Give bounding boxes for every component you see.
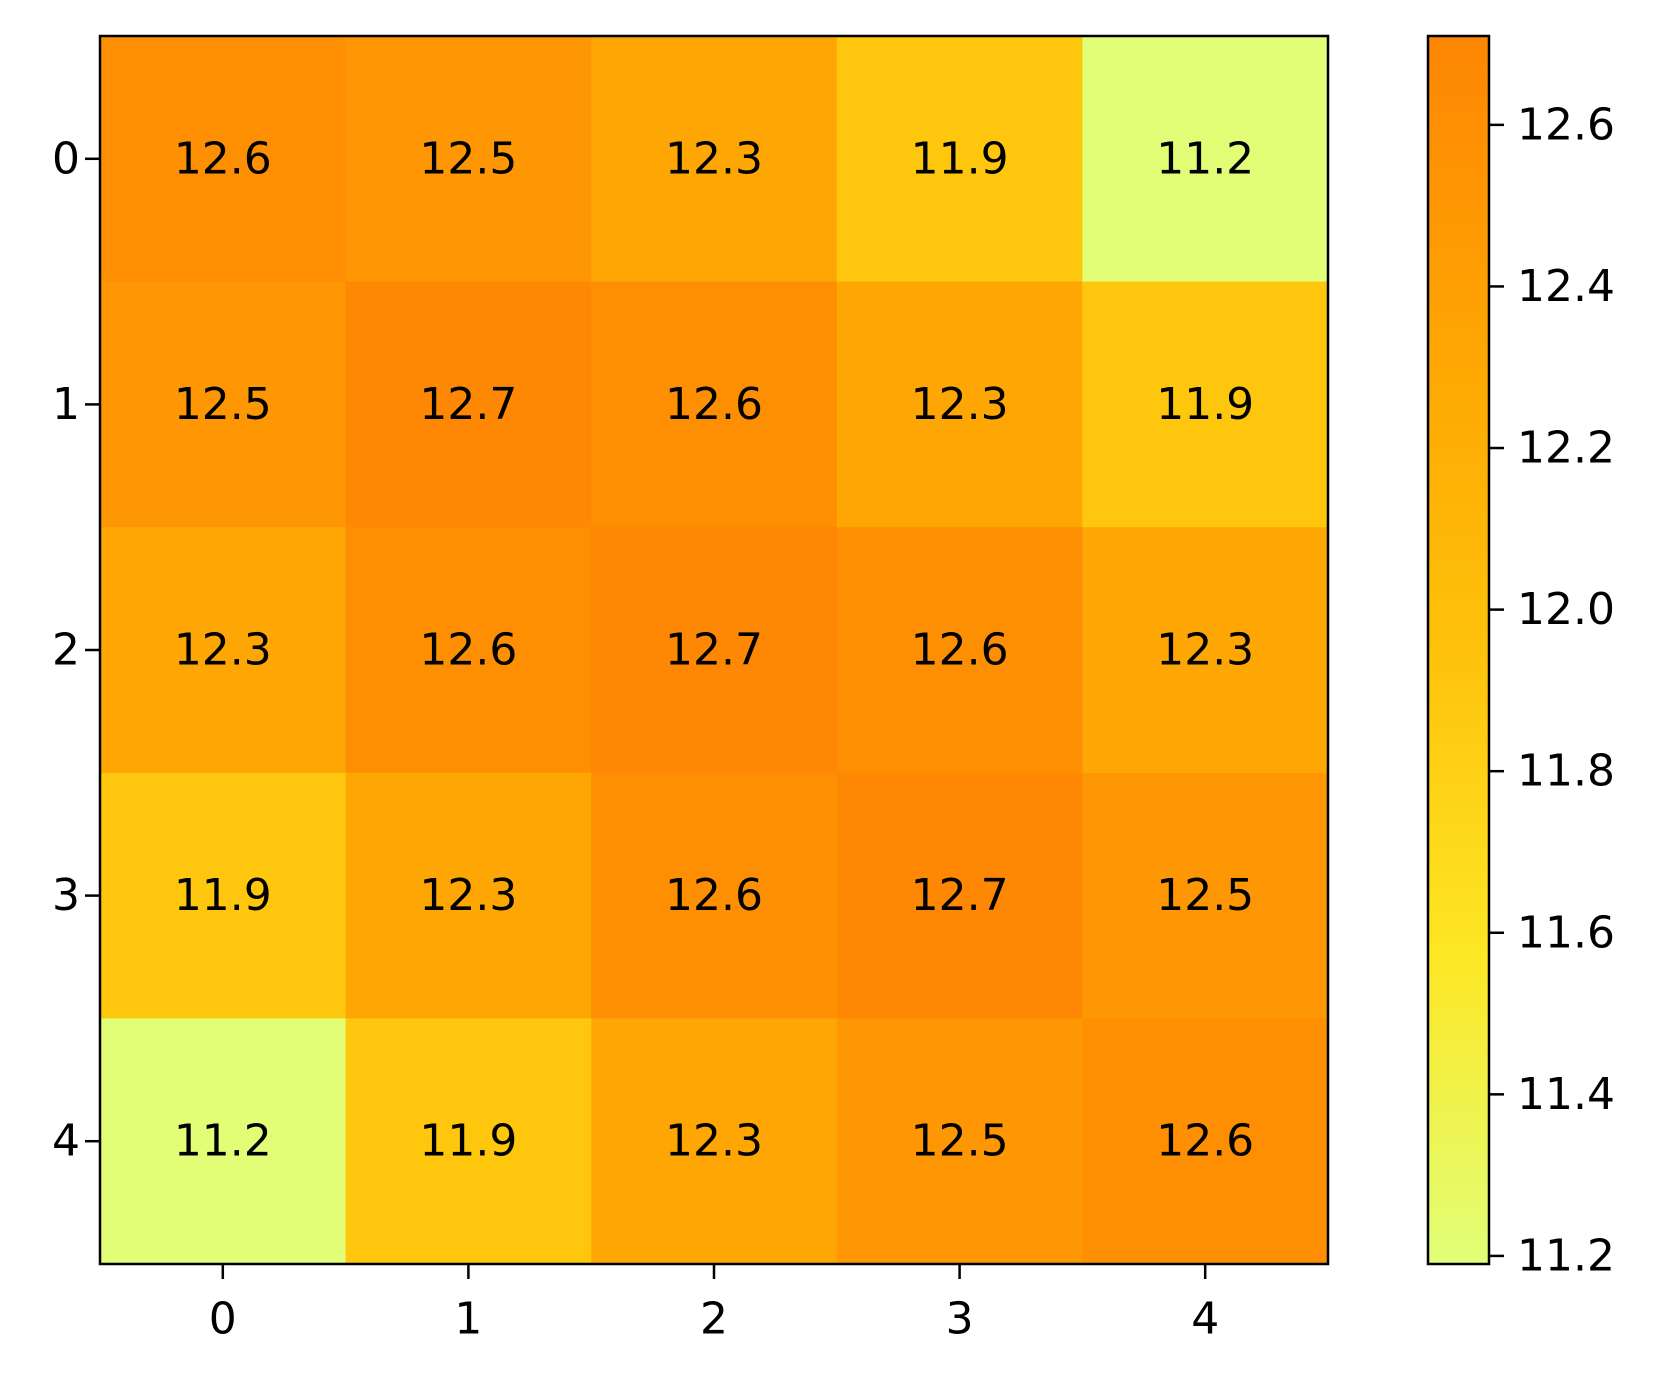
cell-value-label: 12.6 [1156, 1116, 1254, 1167]
colorbar-tick-label: 11.4 [1517, 1069, 1615, 1120]
colorbar-tick-label: 12.6 [1517, 99, 1615, 150]
y-tick-label: 0 [52, 133, 80, 184]
colorbar-tick-label: 11.8 [1517, 746, 1615, 797]
cell-value-label: 11.9 [1156, 379, 1254, 430]
heatmap-cell [100, 772, 347, 1019]
colorbar: 11.2 11.4 11.6 11.8 12.0 12.2 12.4 12.6 [1426, 34, 1615, 1281]
y-tick-label: 3 [52, 870, 80, 921]
heatmap-cell [836, 1018, 1083, 1265]
cell-value-label: 12.6 [419, 625, 517, 676]
cell-value-label: 12.6 [665, 379, 763, 430]
cell-value-label: 12.5 [174, 379, 272, 430]
cell-value-label: 12.6 [174, 133, 272, 184]
x-axis: 0 1 2 3 4 [209, 1264, 1219, 1345]
heatmap-cell [591, 527, 838, 774]
cell-value-label: 12.3 [1156, 625, 1254, 676]
heatmap-cell [100, 1018, 347, 1265]
heatmap-cell [1082, 527, 1329, 774]
colorbar-tick-label: 12.4 [1517, 261, 1615, 312]
heatmap-cell [345, 772, 592, 1019]
heatmap-cells [100, 36, 1329, 1265]
y-axis: 0 1 2 3 4 [52, 133, 100, 1167]
cell-value-label: 12.5 [419, 133, 517, 184]
cell-value-label: 11.9 [419, 1116, 517, 1167]
cell-value-label: 12.6 [911, 625, 1009, 676]
heatmap-cell [836, 527, 1083, 774]
cell-value-label: 12.7 [419, 379, 517, 430]
colorbar-tick-label: 12.2 [1517, 423, 1615, 474]
colorbar-tick-label: 11.2 [1517, 1230, 1615, 1281]
heatmap-cell [591, 36, 838, 283]
heatmap-cell [836, 772, 1083, 1019]
heatmap-cell [1082, 281, 1329, 528]
heatmap-cell-labels: 12.6 12.5 12.3 11.9 11.2 12.5 12.7 12.6 12.3 11.9… [174, 133, 1254, 1166]
heatmap-cell [836, 281, 1083, 528]
cell-value-label: 12.3 [911, 379, 1009, 430]
heatmap-cell [100, 36, 347, 283]
x-tick-label: 2 [700, 1294, 728, 1345]
heatmap-cell [345, 281, 592, 528]
y-tick-label: 4 [52, 1116, 80, 1167]
cell-value-label: 11.2 [1156, 133, 1254, 184]
y-tick-label: 1 [52, 379, 80, 430]
cell-value-label: 12.7 [665, 625, 763, 676]
heatmap-cell [100, 281, 347, 528]
heatmap-cell [345, 527, 592, 774]
cell-value-label: 12.7 [911, 870, 1009, 921]
cell-value-label: 12.5 [1156, 870, 1254, 921]
x-tick-label: 4 [1191, 1294, 1219, 1345]
heatmap-cell [591, 772, 838, 1019]
cell-value-label: 12.3 [419, 870, 517, 921]
colorbar-frame [1426, 34, 1491, 1266]
heatmap-cell [591, 1018, 838, 1265]
heatmap-cell [1082, 36, 1329, 283]
cell-value-label: 12.3 [174, 625, 272, 676]
heatmap-cell [345, 1018, 592, 1265]
cell-value-label: 11.2 [174, 1116, 272, 1167]
cell-value-label: 11.9 [174, 870, 272, 921]
heatmap-cell [1082, 1018, 1329, 1265]
heatmap-cell [345, 36, 592, 283]
cell-value-label: 12.3 [665, 133, 763, 184]
colorbar-tick-label: 12.0 [1517, 584, 1615, 635]
heatmap-cell [100, 527, 347, 774]
x-tick-label: 1 [454, 1294, 482, 1345]
heatmap-cell [1082, 772, 1329, 1019]
cell-value-label: 12.5 [911, 1116, 1009, 1167]
x-tick-label: 3 [946, 1294, 974, 1345]
colorbar-ticks: 11.2 11.4 11.6 11.8 12.0 12.2 12.4 12.6 [1489, 99, 1615, 1281]
heatmap-cell [591, 281, 838, 528]
cell-value-label: 11.9 [911, 133, 1009, 184]
y-tick-label: 2 [52, 625, 80, 676]
x-tick-label: 0 [209, 1294, 237, 1345]
cell-value-label: 12.6 [665, 870, 763, 921]
cell-value-label: 12.3 [665, 1116, 763, 1167]
heatmap-cell [836, 36, 1083, 283]
colorbar-fill [1428, 36, 1489, 1264]
colorbar-tick-label: 11.6 [1517, 907, 1615, 958]
